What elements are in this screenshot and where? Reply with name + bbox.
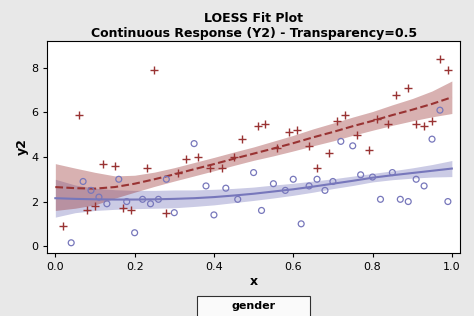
Point	[404, 85, 412, 90]
Point	[329, 179, 337, 184]
Point	[444, 68, 452, 73]
Point	[384, 121, 392, 126]
Point	[397, 197, 404, 202]
Point	[123, 199, 130, 204]
Point	[194, 155, 202, 160]
Point	[377, 197, 384, 202]
Point	[297, 221, 305, 226]
Title: LOESS Fit Plot
Continuous Response (Y2) - Transparency=0.5: LOESS Fit Plot Continuous Response (Y2) …	[91, 12, 417, 40]
Point	[341, 112, 348, 117]
Point	[389, 170, 396, 175]
Point	[373, 117, 380, 122]
Point	[202, 183, 210, 188]
Point	[99, 161, 107, 166]
Point	[412, 177, 420, 182]
Point	[270, 181, 277, 186]
Point	[436, 108, 444, 113]
Point	[75, 112, 83, 117]
Point	[313, 166, 321, 171]
Point	[115, 177, 123, 182]
Point	[290, 177, 297, 182]
Point	[171, 210, 178, 215]
Point	[444, 199, 452, 204]
Point	[258, 208, 265, 213]
Point	[151, 68, 158, 73]
Point	[250, 170, 257, 175]
Point	[285, 130, 293, 135]
Point	[230, 155, 237, 160]
X-axis label: x: x	[249, 275, 258, 288]
Point	[420, 183, 428, 188]
Point	[305, 183, 313, 188]
Point	[234, 197, 242, 202]
Point	[87, 188, 95, 193]
Point	[103, 201, 110, 206]
Point	[428, 119, 436, 124]
Point	[206, 166, 214, 171]
Point	[420, 123, 428, 128]
Point	[119, 206, 127, 211]
Point	[131, 230, 138, 235]
Point	[321, 188, 329, 193]
Point	[174, 170, 182, 175]
Point	[353, 132, 360, 137]
Point	[222, 185, 229, 191]
Point	[111, 163, 118, 168]
Point	[79, 179, 87, 184]
Point	[412, 121, 420, 126]
Point	[262, 121, 269, 126]
Point	[282, 188, 289, 193]
Point	[254, 123, 261, 128]
Point	[392, 92, 400, 97]
Point	[210, 212, 218, 217]
Point	[305, 143, 313, 148]
Point	[365, 148, 373, 153]
Point	[147, 201, 155, 206]
Point	[83, 208, 91, 213]
Point	[333, 119, 341, 124]
Point	[349, 143, 356, 148]
Point	[293, 128, 301, 133]
Point	[218, 166, 226, 171]
Point	[155, 197, 162, 202]
Point	[182, 157, 190, 162]
Legend: female, male: female, male	[197, 296, 310, 316]
Point	[428, 137, 436, 142]
Point	[357, 172, 365, 177]
Point	[127, 208, 135, 213]
Point	[191, 141, 198, 146]
Point	[67, 240, 75, 245]
Point	[337, 139, 345, 144]
Point	[325, 150, 333, 155]
Point	[436, 56, 444, 61]
Point	[238, 137, 246, 142]
Point	[313, 177, 321, 182]
Point	[139, 197, 146, 202]
Y-axis label: y2: y2	[16, 138, 28, 155]
Point	[163, 210, 170, 215]
Point	[273, 146, 281, 151]
Point	[59, 223, 67, 228]
Point	[369, 174, 376, 179]
Point	[143, 166, 150, 171]
Point	[163, 177, 170, 182]
Point	[91, 204, 99, 209]
Point	[404, 199, 412, 204]
Point	[95, 195, 103, 200]
